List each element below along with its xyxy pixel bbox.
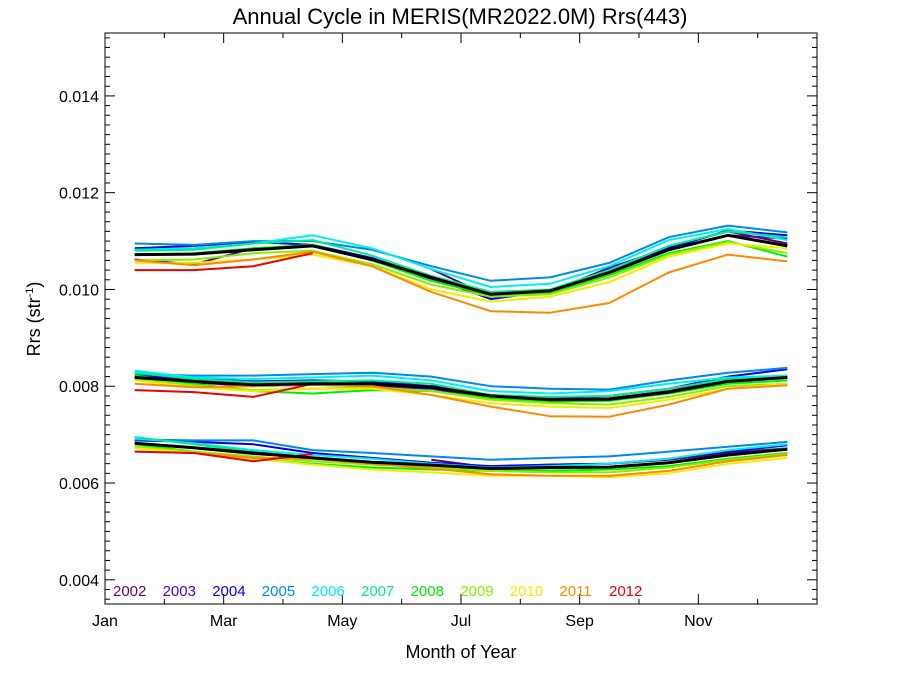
series-layer bbox=[134, 224, 788, 479]
x-tick-label: May bbox=[327, 613, 357, 630]
series-line-2012 bbox=[134, 252, 313, 272]
series-line-2011 bbox=[134, 382, 788, 418]
y-tick-label: 0.014 bbox=[59, 89, 99, 106]
series-line-2002 bbox=[430, 230, 788, 298]
series-line-2009 bbox=[134, 241, 788, 298]
legend-item-2006: 2006 bbox=[311, 583, 344, 600]
series-line-2005 bbox=[134, 366, 788, 391]
y-tick-label: 0.004 bbox=[59, 573, 99, 590]
series-line-2007 bbox=[134, 230, 788, 293]
x-axis-label: Month of Year bbox=[405, 642, 516, 662]
y-axis-label-sup: -1 bbox=[24, 288, 36, 298]
y-tick-label: 0.010 bbox=[59, 282, 99, 299]
series-line-2011 bbox=[134, 450, 788, 477]
series-line-2007 bbox=[134, 371, 788, 398]
mean-line bbox=[134, 233, 788, 296]
legend-item-2005: 2005 bbox=[262, 583, 295, 600]
series-line-2011 bbox=[134, 250, 788, 314]
series-line-2012 bbox=[134, 450, 313, 463]
y-axis-label: Rrs (str-1) bbox=[24, 282, 44, 357]
plot-frame bbox=[104, 32, 818, 605]
series-line-2006 bbox=[134, 369, 788, 395]
series-line-2004 bbox=[134, 439, 788, 468]
x-tick-label: Sep bbox=[565, 613, 594, 630]
mean-line bbox=[134, 376, 788, 402]
series-line-2009 bbox=[134, 378, 788, 406]
legend-item-2008: 2008 bbox=[411, 583, 444, 600]
legend-item-2002: 2002 bbox=[113, 583, 146, 600]
legend: 2002 2003 2004 2005 2006 2007 2008 2009 2010 2011… bbox=[113, 583, 642, 600]
legend-item-2004: 2004 bbox=[212, 583, 245, 600]
y-axis-label-main: Rrs (str bbox=[24, 297, 44, 356]
chart-title: Annual Cycle in MERIS(MR2022.0M) Rrs(443… bbox=[233, 4, 688, 29]
x-tick-label: Nov bbox=[684, 613, 712, 630]
series-line-2006 bbox=[134, 228, 788, 288]
y-tick-label: 0.006 bbox=[59, 476, 99, 493]
legend-item-2009: 2009 bbox=[460, 583, 493, 600]
x-tick-label: Jul bbox=[451, 613, 471, 630]
y-tick-label: 0.012 bbox=[59, 186, 99, 203]
mean-line bbox=[134, 441, 788, 470]
x-axis: Jan Mar May Jul Sep Nov bbox=[92, 33, 759, 630]
legend-item-2011: 2011 bbox=[559, 583, 591, 600]
legend-item-2007: 2007 bbox=[361, 583, 394, 600]
y-axis: 0.004 0.006 0.008 0.010 0.012 0.014 bbox=[59, 37, 817, 600]
legend-item-2012: 2012 bbox=[609, 583, 642, 600]
y-axis-label-close: ) bbox=[24, 282, 44, 288]
legend-item-2010: 2010 bbox=[510, 583, 543, 600]
series-line-2012 bbox=[134, 382, 313, 398]
series-line-2009 bbox=[134, 445, 788, 474]
x-tick-label: Jan bbox=[92, 613, 118, 630]
x-tick-label: Mar bbox=[210, 613, 238, 630]
y-tick-label: 0.008 bbox=[59, 379, 99, 396]
legend-item-2003: 2003 bbox=[163, 583, 196, 600]
series-line-2005 bbox=[134, 438, 788, 461]
series-line-2005 bbox=[134, 224, 788, 282]
series-line-2010 bbox=[134, 379, 788, 409]
plot-area bbox=[104, 32, 818, 605]
